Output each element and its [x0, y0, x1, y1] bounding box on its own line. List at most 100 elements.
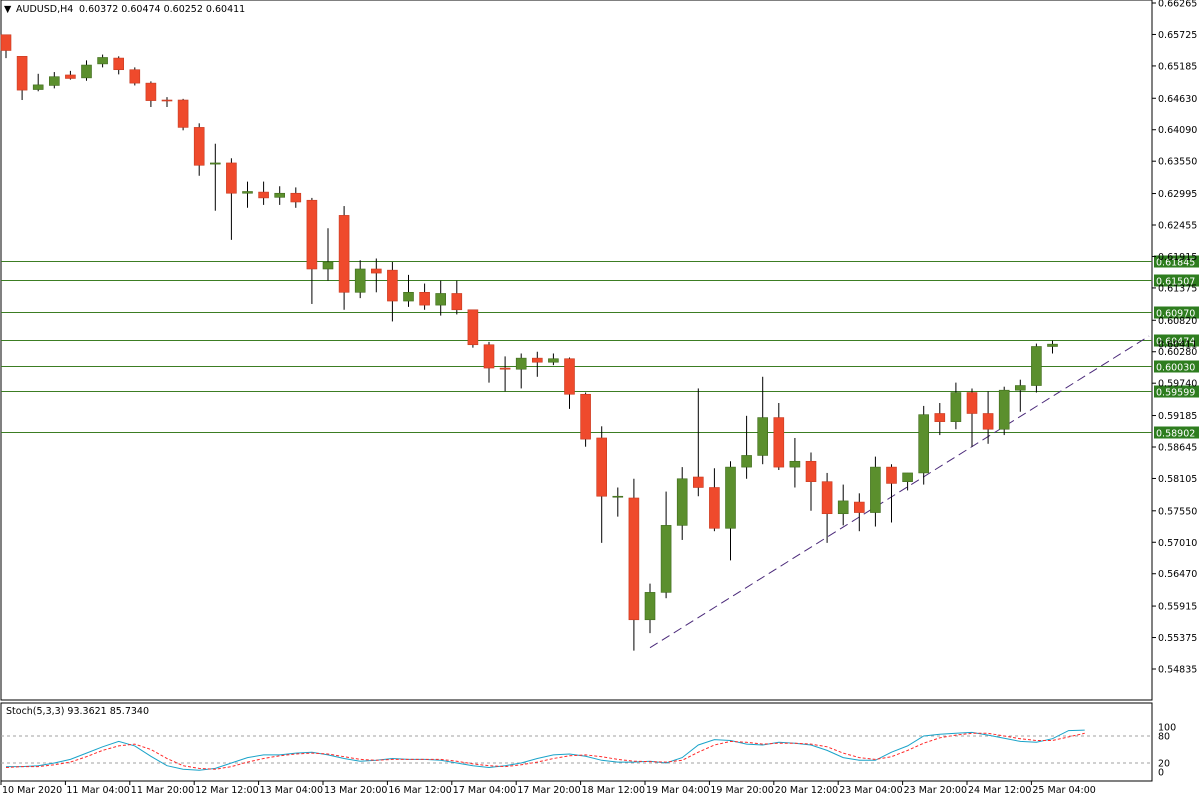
level-label-bg — [1154, 274, 1199, 287]
candle-bull — [725, 466, 736, 529]
candle-bear — [16, 56, 28, 91]
price-tick-label: 0.63550 — [1158, 157, 1197, 168]
time-tick-label: 16 Mar 12:00 — [388, 785, 451, 796]
candle-bull — [435, 293, 447, 306]
candle-bear — [65, 74, 76, 79]
candle-bull — [676, 478, 688, 526]
price-tick-label: 0.60280 — [1158, 347, 1197, 358]
price-tick-label: 0.64090 — [1158, 125, 1197, 136]
level-label: 0.61845 — [1156, 258, 1195, 269]
time-tick-label: 19 Mar 04:00 — [646, 785, 709, 796]
candle-bull — [81, 64, 92, 79]
candle-bear — [113, 57, 124, 71]
level-label-bg — [1154, 360, 1199, 373]
candle-bull — [32, 84, 44, 90]
stoch-tick-label: 80 — [1158, 732, 1170, 743]
candle-bear — [709, 487, 720, 529]
candle-bear — [193, 127, 205, 166]
candle-bear — [805, 460, 817, 482]
candle-bull — [48, 76, 60, 86]
candle-bull — [644, 592, 656, 621]
level-label: 0.61507 — [1156, 277, 1195, 288]
time-tick-label: 19 Mar 20:00 — [710, 785, 773, 796]
current-price-label: 0.60411 — [1158, 340, 1197, 351]
chart-header: ▼ AUDUSD,H4 0.60372 0.60474 0.60252 0.60… — [4, 4, 245, 15]
price-tick-label: 0.59185 — [1158, 411, 1197, 422]
level-label: 0.58902 — [1156, 429, 1195, 440]
candle-bear — [692, 476, 704, 488]
candle-bull — [1047, 343, 1058, 347]
candle-bear — [370, 268, 382, 274]
candle-bear — [258, 191, 269, 199]
time-tick-label: 12 Mar 12:00 — [195, 785, 258, 796]
price-tick-label: 0.62455 — [1158, 221, 1197, 232]
time-tick-label: 25 Mar 04:00 — [1032, 785, 1095, 796]
candle-bear — [821, 481, 833, 515]
support-trendline — [649, 335, 1150, 649]
stoch-signal-line — [5, 732, 1085, 770]
candle-bear — [177, 99, 189, 128]
candle-bull — [1031, 346, 1042, 386]
candle-bull — [950, 392, 962, 422]
level-label-bg — [1154, 334, 1199, 347]
candle-bear — [129, 69, 141, 84]
candle-bull — [870, 466, 881, 513]
time-tick-label: 18 Mar 12:00 — [582, 785, 645, 796]
candle-bull — [902, 472, 913, 482]
level-label: 0.59599 — [1156, 388, 1195, 399]
candle-bear — [934, 413, 946, 422]
candle-bull — [612, 495, 624, 498]
candle-bull — [322, 261, 334, 270]
stoch-header: Stoch(5,3,3) 93.3621 85.7340 — [6, 706, 149, 717]
stoch-main-line — [6, 729, 1085, 771]
candle-bull — [548, 358, 559, 363]
price-tick-label: 0.65725 — [1158, 30, 1197, 41]
candle-bear — [419, 291, 430, 306]
candle-bear — [853, 501, 865, 513]
level-label: 0.60970 — [1156, 309, 1195, 320]
price-tick-label: 0.57010 — [1158, 538, 1197, 549]
price-tick-label: 0.57550 — [1158, 506, 1197, 517]
price-tick-label: 0.61375 — [1158, 283, 1197, 294]
candle-bear — [499, 367, 511, 370]
candle-bear — [387, 269, 398, 302]
time-tick-label: 10 Mar 2020 — [2, 785, 62, 796]
price-pane-border — [0, 0, 1153, 701]
stochastic-pane[interactable] — [0, 702, 1153, 782]
time-tick-label: 24 Mar 12:00 — [968, 785, 1031, 796]
candle-bear — [145, 82, 157, 101]
candle-bear — [966, 392, 978, 414]
candle-bull — [1014, 385, 1026, 391]
chart-menu-icon[interactable]: ▼ — [4, 4, 12, 15]
time-tick-label: 17 Mar 04:00 — [453, 785, 516, 796]
price-tick-label: 0.66265 — [1158, 0, 1197, 10]
price-tick-label: 0.65185 — [1158, 61, 1197, 72]
time-tick-label: 23 Mar 20:00 — [904, 785, 967, 796]
price-tick-label: 0.60820 — [1158, 316, 1197, 327]
price-tick-label: 0.62995 — [1158, 189, 1197, 200]
level-label-bg — [1154, 306, 1199, 319]
candle-bull — [403, 291, 414, 302]
level-label-bg — [1154, 255, 1199, 268]
candle-bear — [451, 293, 463, 311]
candle-bull — [837, 500, 849, 515]
candle-bear — [531, 357, 543, 363]
candle-bull — [789, 460, 801, 468]
candle-bear — [773, 417, 785, 468]
candle-bull — [741, 455, 752, 468]
time-tick-label: 11 Mar 20:00 — [131, 785, 194, 796]
candle-bear — [226, 162, 237, 194]
time-tick-label: 11 Mar 04:00 — [66, 785, 129, 796]
price-tick-label: 0.58645 — [1158, 443, 1197, 454]
price-tick-label: 0.59740 — [1158, 379, 1197, 390]
candle-bear — [306, 199, 318, 270]
candle-bull — [660, 525, 672, 593]
candle-bear — [580, 393, 591, 440]
candle-bear — [564, 358, 575, 395]
stoch-pane-border — [0, 702, 1153, 782]
price-pane[interactable] — [0, 0, 1153, 701]
candle-bull — [210, 162, 221, 165]
candle-bear — [467, 309, 479, 346]
